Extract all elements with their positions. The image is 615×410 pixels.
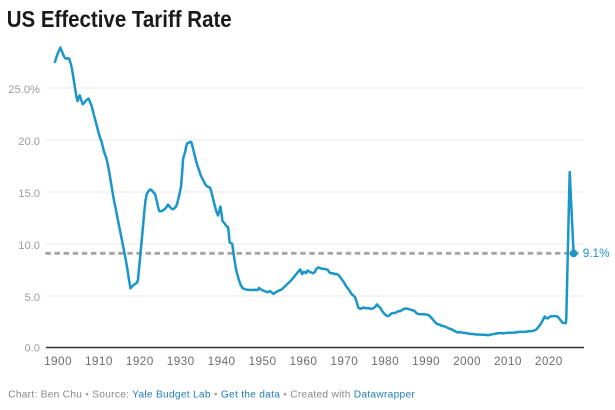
svg-text:1970: 1970: [330, 354, 358, 368]
svg-text:1920: 1920: [126, 354, 154, 368]
svg-text:15.0: 15.0: [18, 188, 40, 200]
svg-text:10.0: 10.0: [18, 240, 40, 252]
svg-text:1910: 1910: [85, 354, 113, 368]
svg-text:25.0%: 25.0%: [8, 84, 40, 96]
svg-text:2020: 2020: [535, 354, 563, 368]
svg-text:20.0: 20.0: [18, 136, 40, 148]
svg-text:1900: 1900: [44, 354, 72, 368]
svg-text:0.0: 0.0: [24, 343, 40, 355]
svg-text:1980: 1980: [371, 354, 399, 368]
svg-text:9.1%: 9.1%: [583, 246, 610, 260]
svg-text:1990: 1990: [412, 354, 440, 368]
svg-text:1950: 1950: [249, 354, 277, 368]
svg-text:2010: 2010: [494, 354, 522, 368]
svg-text:1940: 1940: [208, 354, 236, 368]
svg-text:Chart: Ben Chu • Source: Yale: Chart: Ben Chu • Source: Yale Budget Lab…: [8, 390, 415, 401]
svg-text:5.0: 5.0: [24, 292, 40, 304]
svg-text:2000: 2000: [453, 354, 481, 368]
svg-text:1960: 1960: [289, 354, 317, 368]
svg-text:1930: 1930: [167, 354, 195, 368]
svg-text:US Effective Tariff Rate: US Effective Tariff Rate: [7, 6, 232, 32]
